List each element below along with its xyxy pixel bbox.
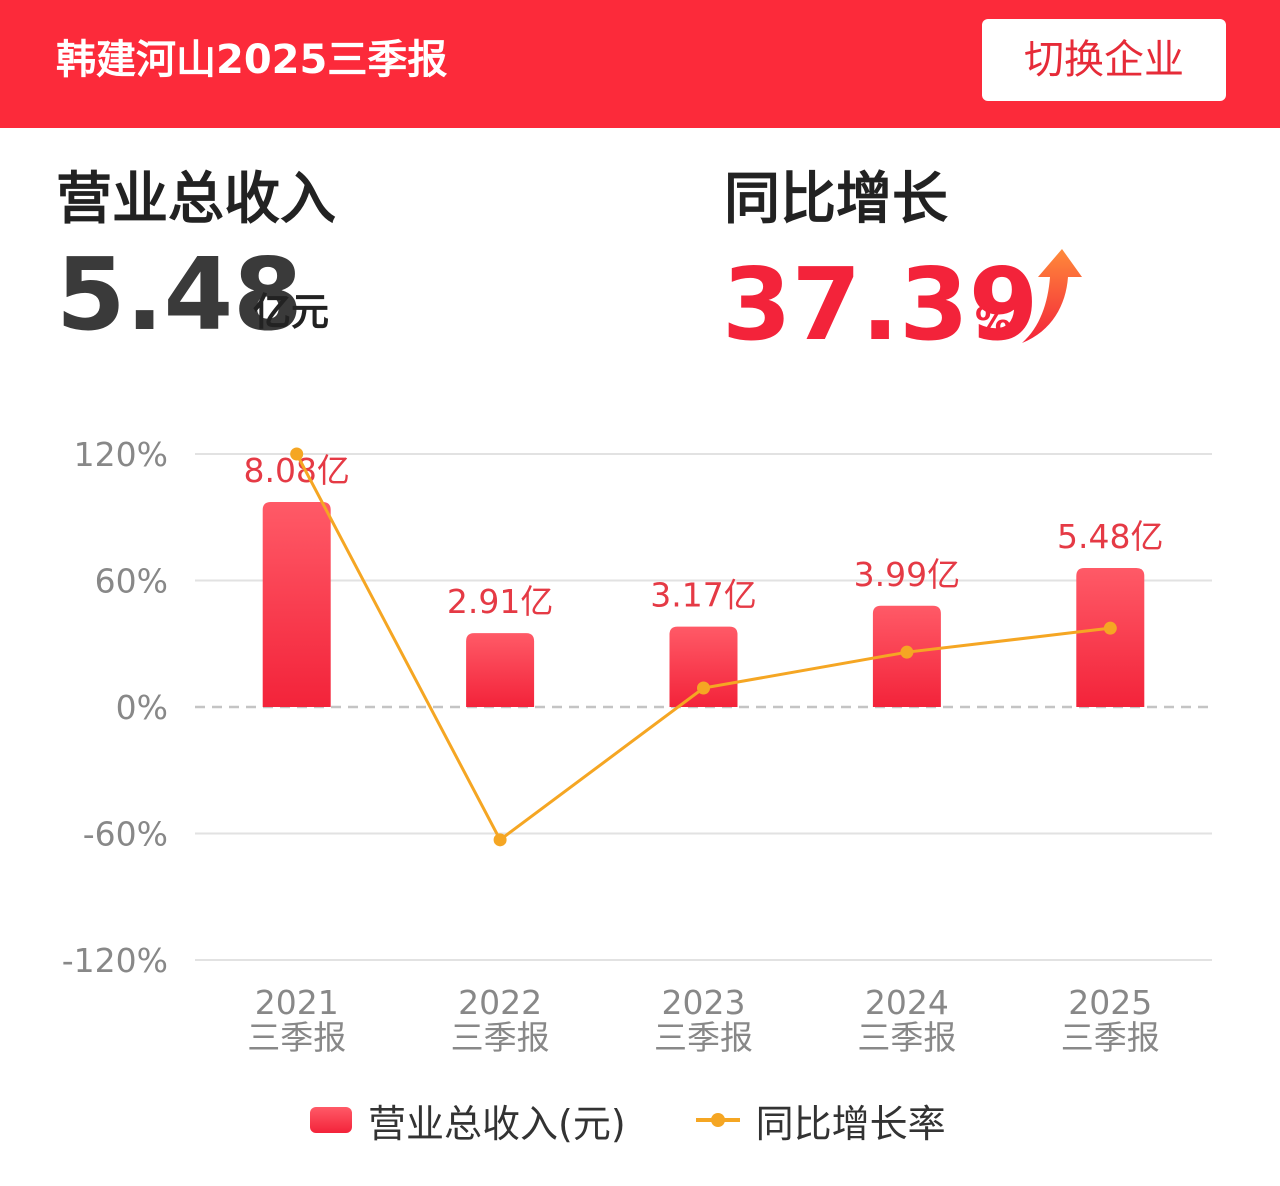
bar-data-label: 5.48亿: [1057, 517, 1163, 556]
legend-label-growth: 同比增长率: [755, 1101, 946, 1146]
x-tick-period: 三季报: [247, 1018, 346, 1057]
legend-item-revenue[interactable]: 营业总收入(元): [310, 1093, 626, 1148]
growth-point: [290, 447, 304, 461]
revenue-bar: [669, 626, 738, 707]
x-tick-period: 三季报: [654, 1018, 753, 1057]
y-tick-label: 60%: [95, 562, 168, 601]
revenue-bar: [1076, 567, 1145, 707]
revenue-bar: [466, 633, 535, 707]
legend-label-revenue: 营业总收入(元): [368, 1101, 626, 1146]
x-tick-year: 2025: [1068, 983, 1152, 1022]
growth-point: [493, 833, 507, 847]
revenue-bar: [262, 502, 331, 707]
growth-label: 同比增长: [724, 167, 948, 232]
chart-legend: 营业总收入(元) 同比增长率: [310, 1090, 946, 1150]
y-tick-label: 120%: [74, 435, 168, 474]
switch-company-button[interactable]: 切换企业: [982, 19, 1226, 101]
y-tick-label: -60%: [83, 815, 168, 854]
x-tick-year: 2023: [662, 983, 746, 1022]
legend-line-swatch-icon: [695, 1113, 740, 1127]
legend-bar-swatch-icon: [310, 1107, 352, 1133]
x-tick-period: 三季报: [1061, 1018, 1160, 1057]
revenue-label: 营业总收入: [56, 167, 336, 232]
bar-data-label: 3.99亿: [854, 555, 960, 594]
x-tick-period: 三季报: [857, 1018, 956, 1057]
x-tick-year: 2024: [865, 983, 949, 1022]
page-title: 韩建河山2025三季报: [56, 37, 448, 83]
x-tick-period: 三季报: [451, 1018, 550, 1057]
x-tick-year: 2022: [458, 983, 542, 1022]
growth-point: [697, 681, 710, 695]
up-arrow-icon: [1022, 249, 1082, 343]
growth-point: [900, 645, 914, 659]
revenue-unit: 亿元: [253, 290, 330, 334]
y-tick-label: 0%: [116, 688, 168, 727]
bar-data-label: 3.17亿: [650, 576, 756, 615]
growth-unit: %: [975, 301, 1012, 342]
legend-item-growth[interactable]: 同比增长率: [695, 1093, 946, 1148]
growth-point: [1103, 621, 1117, 635]
growth-value: 37.39: [722, 246, 1039, 363]
bar-data-label: 2.91亿: [447, 582, 553, 621]
revenue-value: 5.48: [56, 236, 303, 353]
header-bar: 韩建河山2025三季报 切换企业: [0, 0, 1280, 128]
y-tick-label: -120%: [62, 941, 168, 980]
x-tick-year: 2021: [255, 983, 339, 1022]
